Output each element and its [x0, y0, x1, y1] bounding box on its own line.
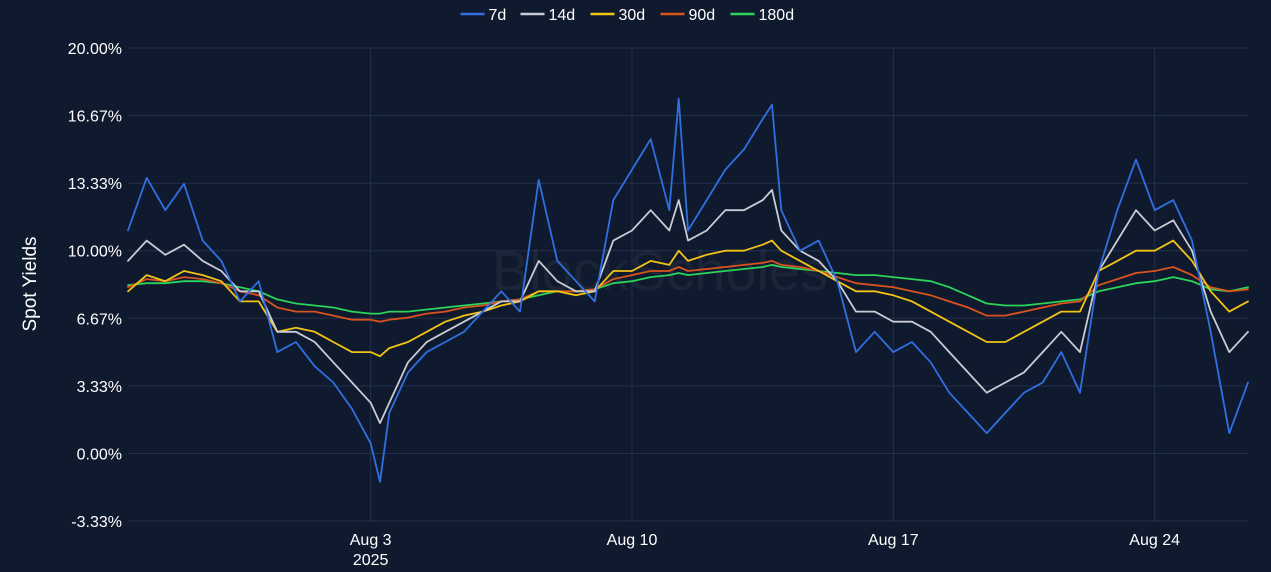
y-tick-label: 3.33%	[77, 379, 122, 396]
legend-item-14d[interactable]: 14d	[520, 7, 576, 24]
legend-label: 180d	[759, 7, 795, 24]
y-tick-label: 6.67%	[77, 311, 122, 328]
x-tick-label: Aug 3	[350, 532, 392, 549]
series-layer	[127, 97, 1249, 483]
y-axis-title: Spot Yields	[20, 236, 41, 331]
x-tick-label: Aug 10	[607, 532, 658, 549]
series-line-90d	[127, 259, 1249, 323]
series-line-7d	[127, 97, 1249, 483]
y-axis-ticks: 20.00% 16.67% 13.33% 10.00% 6.67% 3.33% 0.00% -…	[68, 41, 122, 531]
legend-item-90d[interactable]: 90d	[660, 7, 716, 24]
x-tick-label: Aug 17	[868, 532, 919, 549]
grid-layer	[128, 47, 1248, 522]
legend-item-180d[interactable]: 180d	[730, 7, 795, 24]
legend-label: 90d	[689, 7, 716, 24]
legend-label: 30d	[619, 7, 646, 24]
y-tick-label: 0.00%	[77, 446, 122, 463]
y-tick-label: 20.00%	[68, 41, 122, 58]
series-line-14d	[127, 188, 1249, 425]
series-line-30d	[127, 239, 1249, 358]
x-axis-ticks: Aug 3 2025 Aug 10 Aug 17 Aug 24	[350, 532, 1180, 569]
legend: 7d 14d 30d 90d 180d	[460, 7, 795, 24]
legend-item-30d[interactable]: 30d	[590, 7, 646, 24]
legend-item-7d[interactable]: 7d	[460, 7, 507, 24]
x-tick-label: Aug 24	[1129, 532, 1180, 549]
series-line-180d	[127, 263, 1249, 315]
y-tick-label: 13.33%	[68, 176, 122, 193]
legend-label: 7d	[489, 7, 507, 24]
legend-label: 14d	[549, 7, 576, 24]
x-tick-sublabel: 2025	[353, 552, 389, 567]
y-tick-label: 16.67%	[68, 109, 122, 126]
y-tick-label: -3.33%	[71, 514, 122, 531]
y-tick-label: 10.00%	[68, 244, 122, 261]
